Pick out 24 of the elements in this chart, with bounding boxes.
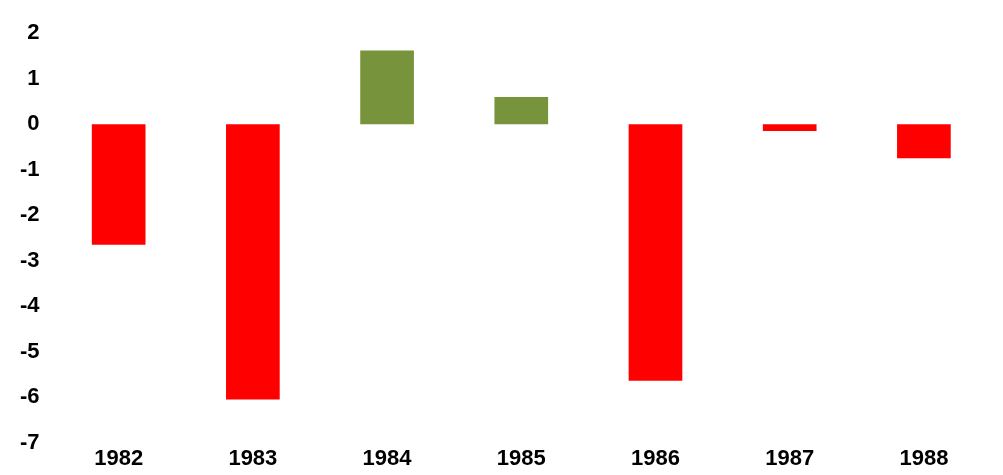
y-tick-label: -1 [20, 155, 40, 181]
x-tick-label: 1986 [631, 444, 680, 470]
y-tick-label: -5 [20, 337, 40, 363]
y-tick-label: -3 [20, 246, 40, 272]
y-tick-label: -2 [20, 201, 40, 227]
y-tick-label: -6 [20, 383, 40, 409]
x-tick-label: 1987 [765, 444, 815, 470]
y-tick-label: 2 [27, 19, 40, 45]
x-tick-label: 1982 [94, 444, 144, 470]
x-tick-label: 1988 [899, 444, 949, 470]
bar [628, 124, 683, 381]
bar [91, 124, 146, 245]
bar [494, 96, 549, 125]
y-tick-label: 0 [27, 110, 40, 136]
x-tick-label: 1983 [228, 444, 278, 470]
x-tick-label: 1984 [362, 444, 413, 470]
bar [360, 50, 414, 125]
y-tick-label: 1 [27, 64, 40, 90]
x-tick-label: 1985 [496, 444, 546, 470]
y-tick-label: -7 [20, 428, 40, 454]
bar [897, 124, 951, 159]
y-tick-label: -4 [20, 292, 41, 318]
bar [762, 124, 817, 131]
bar [226, 124, 280, 400]
